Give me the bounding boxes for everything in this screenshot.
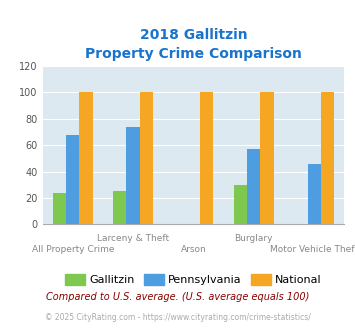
Bar	[126, 127, 140, 224]
Bar	[140, 92, 153, 224]
Title: 2018 Gallitzin
Property Crime Comparison: 2018 Gallitzin Property Crime Comparison	[85, 28, 302, 61]
Bar	[247, 149, 261, 224]
Bar	[321, 92, 334, 224]
Text: All Property Crime: All Property Crime	[32, 245, 114, 254]
Bar	[307, 164, 321, 224]
Text: Motor Vehicle Theft: Motor Vehicle Theft	[270, 245, 355, 254]
Text: Compared to U.S. average. (U.S. average equals 100): Compared to U.S. average. (U.S. average …	[46, 292, 309, 302]
Text: Burglary: Burglary	[235, 234, 273, 243]
Text: Larceny & Theft: Larceny & Theft	[97, 234, 169, 243]
Bar	[53, 193, 66, 224]
Text: Arson: Arson	[181, 245, 206, 254]
Bar	[234, 185, 247, 224]
Bar	[261, 92, 274, 224]
Bar	[113, 191, 126, 224]
Legend: Gallitzin, Pennsylvania, National: Gallitzin, Pennsylvania, National	[61, 270, 326, 289]
Bar	[80, 92, 93, 224]
Text: © 2025 CityRating.com - https://www.cityrating.com/crime-statistics/: © 2025 CityRating.com - https://www.city…	[45, 313, 310, 322]
Bar	[200, 92, 213, 224]
Bar	[66, 135, 80, 224]
